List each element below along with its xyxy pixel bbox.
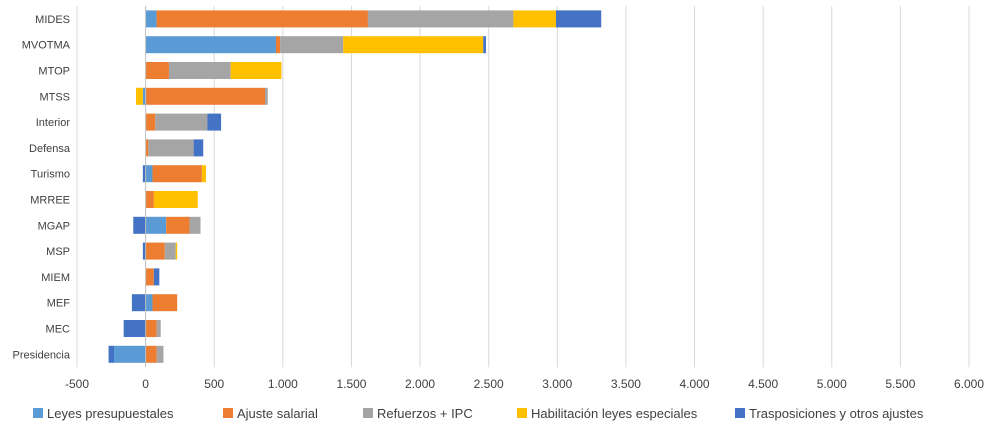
category-label: MIEM — [41, 272, 70, 284]
bar-segment — [145, 87, 266, 105]
legend-swatch — [735, 408, 745, 418]
legend-label: Habilitación leyes especiales — [531, 406, 698, 421]
bar-segment — [152, 165, 202, 183]
bar-segment — [555, 10, 602, 28]
category-label: MEC — [46, 324, 71, 336]
bar-segment — [166, 216, 190, 234]
category-label: MGAP — [38, 220, 70, 232]
bar-segment — [156, 320, 161, 337]
bar-segment — [145, 216, 167, 234]
category-label: Presidencia — [13, 349, 71, 361]
category-label: Defensa — [29, 143, 71, 155]
legend-label: Trasposiciones y otros ajustes — [749, 406, 924, 421]
bar-segment — [145, 242, 165, 260]
bar-segment — [156, 10, 368, 28]
x-tick-label: 5.500 — [885, 377, 915, 391]
category-label: MIDES — [35, 14, 70, 26]
bar-segment — [142, 87, 146, 105]
legend-label: Ajuste salarial — [237, 406, 318, 421]
bar-segment — [168, 62, 231, 79]
bar-segment — [145, 191, 154, 208]
bar-segment — [145, 10, 157, 28]
legend-swatch — [363, 408, 373, 418]
category-label: Interior — [36, 117, 71, 129]
bar-segment — [207, 113, 222, 131]
bar-segment — [131, 294, 146, 312]
x-tick-label: 4.500 — [748, 377, 778, 391]
bar-segment — [145, 345, 157, 363]
bar-segment — [367, 10, 514, 28]
bar-segment — [275, 36, 281, 54]
x-tick-label: 3.000 — [542, 377, 572, 391]
bar-segment — [114, 345, 146, 363]
category-label: MTSS — [39, 91, 70, 103]
bar-segment — [145, 113, 156, 131]
bar-segment — [189, 216, 201, 234]
bar-segment — [280, 36, 344, 54]
bar-segment — [133, 216, 146, 234]
bar-segment — [145, 320, 157, 337]
legend-swatch — [33, 408, 43, 418]
legend-label: Refuerzos + IPC — [377, 406, 473, 421]
bar-segment — [513, 10, 556, 28]
bar-segment — [175, 242, 178, 260]
legend-label: Leyes presupuestales — [47, 406, 174, 421]
legend-swatch — [223, 408, 233, 418]
bar-segment — [136, 87, 143, 105]
category-label: MEF — [47, 298, 71, 310]
legend-swatch — [517, 408, 527, 418]
bar-segment — [155, 113, 208, 131]
bar-segment — [145, 165, 153, 183]
x-tick-label: 2.000 — [405, 377, 435, 391]
category-label: MTOP — [38, 66, 70, 78]
bar-segment — [156, 345, 164, 363]
x-tick-label: 3.500 — [611, 377, 641, 391]
x-tick-label: 5.000 — [817, 377, 847, 391]
bar-segment — [108, 345, 115, 363]
x-tick-label: 500 — [204, 377, 224, 391]
x-tick-label: 4.000 — [680, 377, 710, 391]
bar-segment — [153, 191, 198, 208]
bar-segment — [145, 36, 276, 54]
bar-segment — [145, 139, 149, 157]
x-tick-label: 6.000 — [954, 377, 984, 391]
bar-segment — [153, 268, 160, 286]
bar-segment — [164, 242, 176, 260]
x-tick-label: 0 — [142, 377, 149, 391]
category-label: MRREE — [30, 195, 70, 207]
bar-segment — [265, 87, 268, 105]
bar-segment — [142, 242, 146, 260]
x-tick-label: -500 — [65, 377, 89, 391]
x-tick-label: 2.500 — [474, 377, 504, 391]
bar-segment — [145, 294, 153, 312]
bar-segment — [145, 62, 169, 79]
bar-segment — [230, 62, 282, 79]
bar-segment — [201, 165, 206, 183]
category-label: MVOTMA — [22, 40, 71, 52]
bar-segment — [152, 294, 178, 312]
bar-segment — [193, 139, 204, 157]
bar-segment — [483, 36, 486, 54]
bar-segment — [142, 165, 146, 183]
bar-segment — [343, 36, 484, 54]
bar-segment — [148, 139, 194, 157]
bar-segment — [145, 268, 154, 286]
category-label: Turismo — [31, 169, 70, 181]
bar-segment — [123, 320, 146, 337]
category-label: MSP — [46, 246, 70, 258]
x-tick-label: 1.000 — [268, 377, 298, 391]
x-tick-label: 1.500 — [336, 377, 366, 391]
